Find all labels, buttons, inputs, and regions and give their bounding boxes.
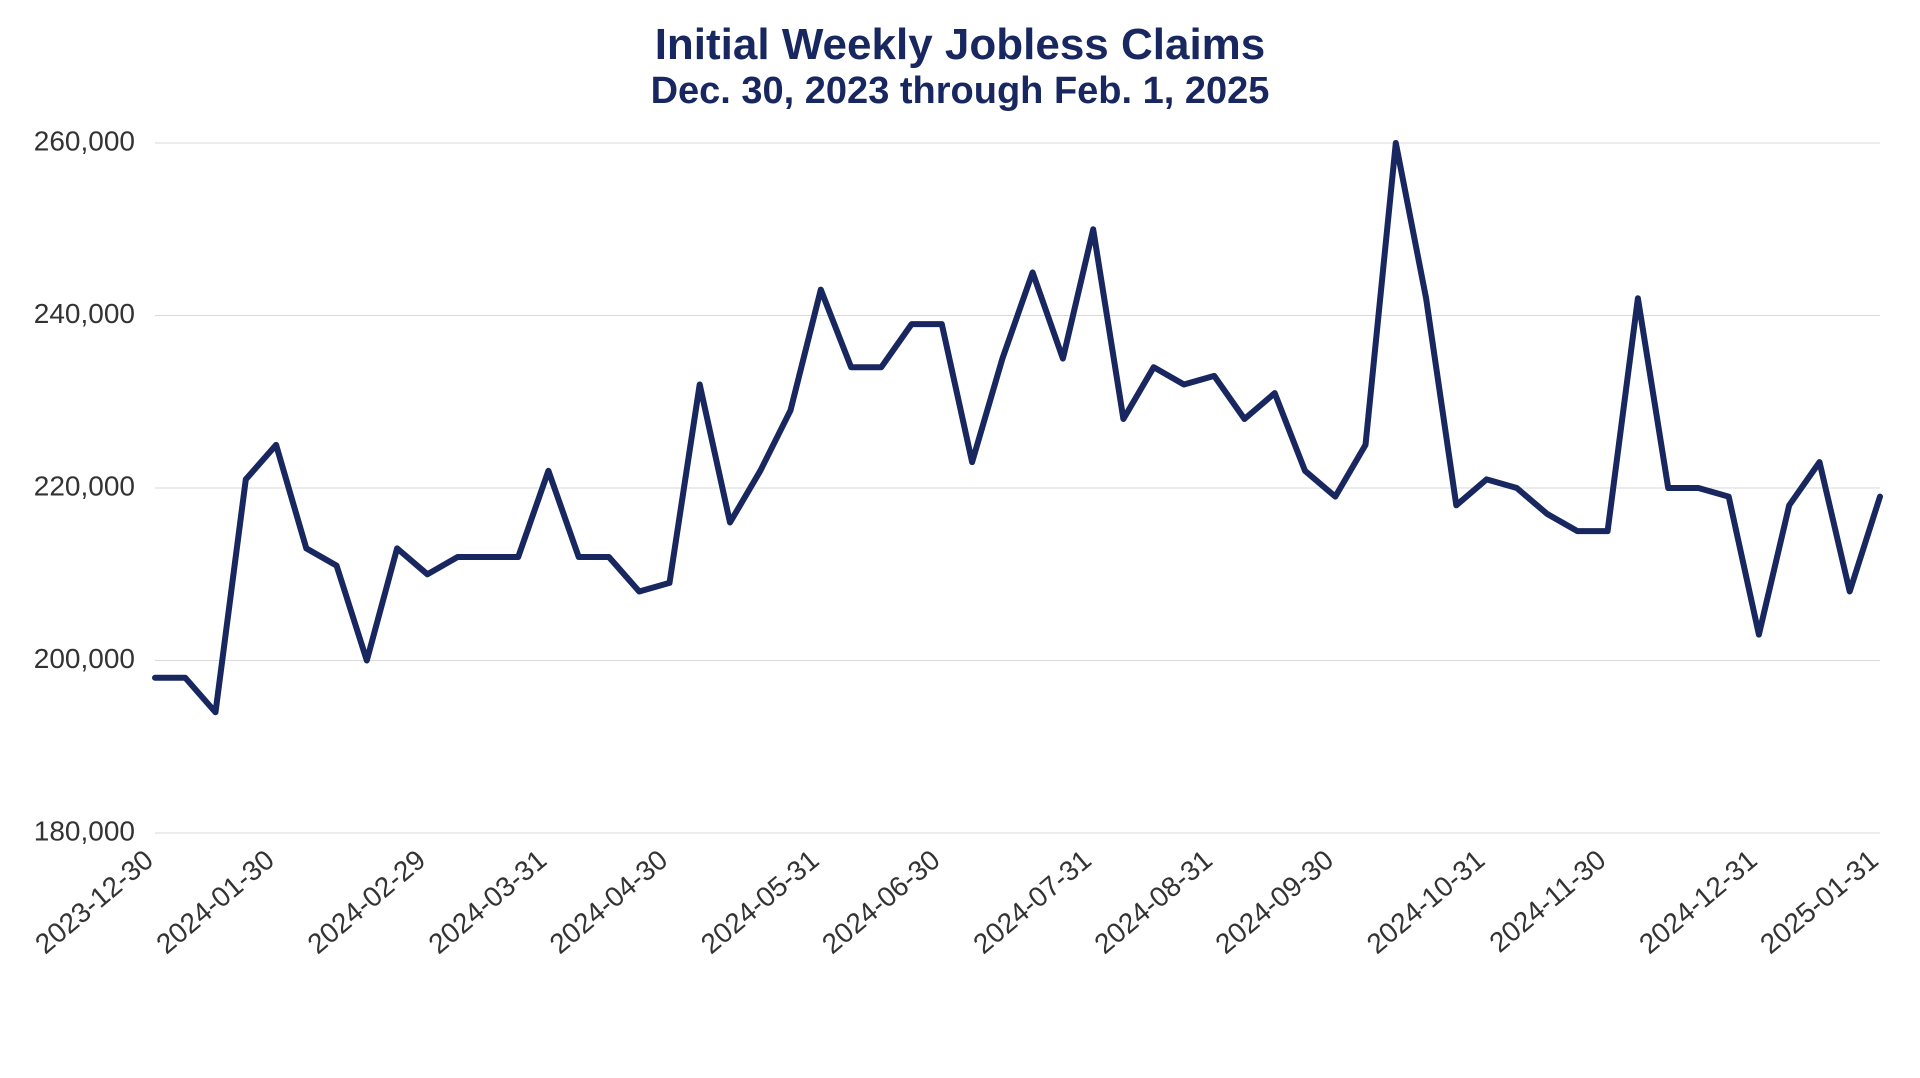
data-line (155, 143, 1880, 712)
x-axis-label: 2024-12-31 (1633, 844, 1763, 960)
x-axis-label: 2023-12-30 (29, 844, 159, 960)
x-axis-label: 2024-08-31 (1088, 844, 1218, 960)
y-axis-label: 240,000 (34, 298, 135, 329)
x-axis-label: 2024-04-30 (544, 844, 674, 960)
x-axis-label: 2024-09-30 (1209, 844, 1339, 960)
y-axis-label: 220,000 (34, 470, 135, 501)
chart-container: Initial Weekly Jobless Claims Dec. 30, 2… (0, 0, 1920, 1078)
x-axis-label: 2024-02-29 (302, 844, 432, 960)
chart-subtitle: Dec. 30, 2023 through Feb. 1, 2025 (0, 70, 1920, 113)
y-axis-label: 260,000 (34, 125, 135, 156)
x-axis-label: 2024-11-30 (1483, 844, 1611, 958)
chart-titles: Initial Weekly Jobless Claims Dec. 30, 2… (0, 0, 1920, 113)
line-chart-svg: 180,000 200,000 220,000 240,000 260,000 2023-… (0, 113, 1920, 1013)
x-axis-label: 2024-05-31 (695, 844, 825, 960)
x-axis-label: 2024-07-31 (967, 844, 1097, 960)
y-axis-label: 180,000 (34, 815, 135, 846)
x-axis-label: 2024-03-31 (423, 844, 553, 960)
x-axis-label: 2024-06-30 (816, 844, 946, 960)
x-axis-label: 2025-01-31 (1754, 844, 1884, 960)
chart-title: Initial Weekly Jobless Claims (0, 20, 1920, 70)
x-axis-label: 2024-01-30 (150, 844, 280, 960)
x-axis-label: 2024-10-31 (1361, 844, 1491, 960)
y-axis-label: 200,000 (34, 643, 135, 674)
